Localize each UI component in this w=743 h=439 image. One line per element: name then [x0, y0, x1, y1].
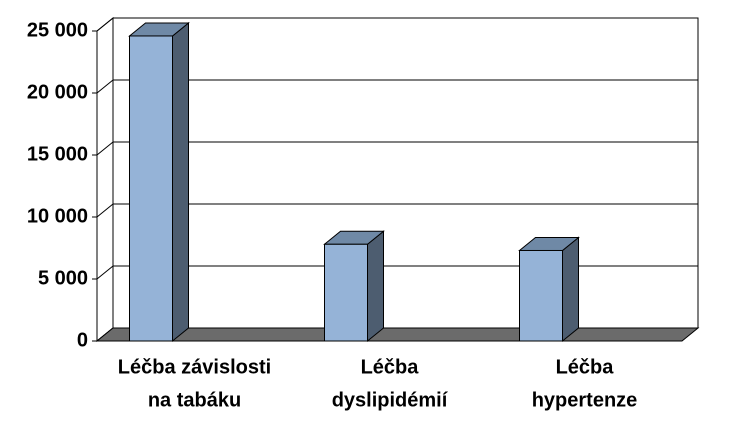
- grid-line: [96, 17, 114, 32]
- floor: [95, 327, 700, 342]
- x-tick-label: na tabáku: [148, 389, 241, 411]
- x-tick-label: Léčba: [361, 356, 420, 378]
- grid-line: [96, 79, 114, 94]
- grid-line: [96, 141, 114, 156]
- x-tick-label: Léčba: [556, 356, 615, 378]
- grid-line: [96, 265, 114, 280]
- y-tick-label: 25 000: [27, 19, 88, 41]
- grid-line: [96, 203, 114, 218]
- bar-side: [562, 236, 579, 343]
- bar: [129, 35, 173, 342]
- y-tick-label: 0: [77, 329, 88, 351]
- back-wall: [112, 17, 699, 329]
- y-tick-label: 20 000: [27, 81, 88, 103]
- y-tick-label: 15 000: [27, 143, 88, 165]
- y-tick-label: 10 000: [27, 205, 88, 227]
- x-tick-label: dyslipidémií: [332, 389, 449, 411]
- bar-side: [172, 21, 189, 343]
- x-tick-label: hypertenze: [532, 389, 638, 411]
- y-tick-label: 5 000: [38, 267, 88, 289]
- bar: [519, 249, 563, 342]
- side-wall: [96, 16, 114, 343]
- bar: [324, 243, 368, 342]
- x-tick-label: Léčba závislosti: [118, 356, 271, 378]
- bar-side: [367, 230, 384, 343]
